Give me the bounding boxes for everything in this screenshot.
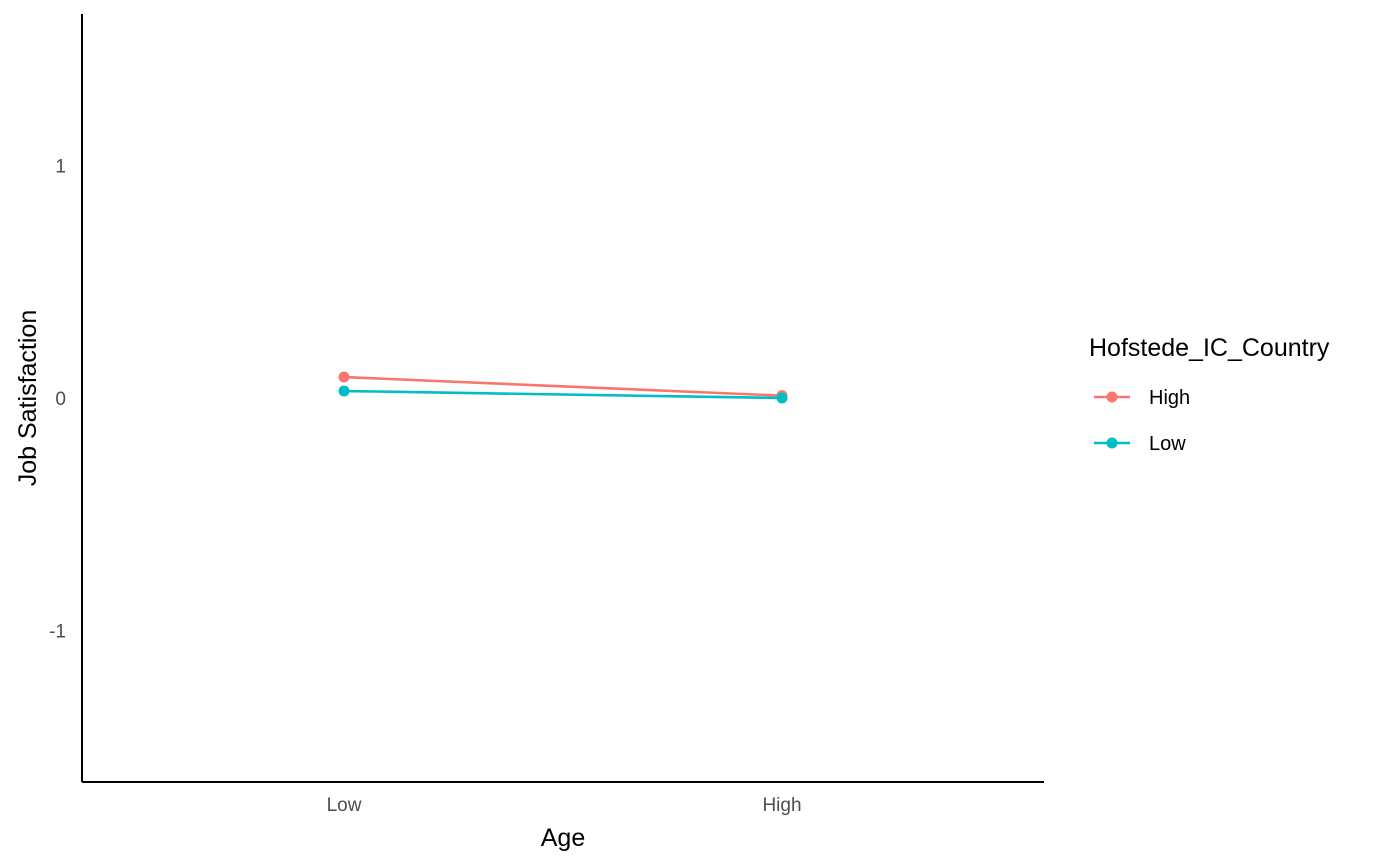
series-low — [338, 385, 788, 404]
legend-item: High — [1094, 387, 1190, 409]
legend-label: High — [1149, 387, 1190, 409]
series-line — [343, 389, 783, 400]
x-axis-title: Age — [541, 824, 585, 852]
data-point — [338, 371, 350, 383]
y-tick-label: -1 — [49, 622, 66, 643]
legend-items: High Low — [1094, 387, 1190, 455]
legend-item: Low — [1094, 433, 1186, 455]
series-layer — [338, 371, 788, 404]
legend-key-point — [1106, 391, 1118, 403]
x-tick-label: High — [762, 795, 801, 816]
series-line — [343, 375, 783, 397]
y-tick-label: 1 — [55, 156, 66, 177]
plot-area: -1 0 1 Low High — [49, 14, 1044, 816]
data-point — [338, 385, 350, 397]
legend: Hofstede_IC_Country High Low — [1089, 334, 1330, 455]
legend-label: Low — [1149, 433, 1186, 455]
x-tick-label: Low — [327, 795, 362, 816]
data-point — [776, 392, 788, 404]
legend-key-point — [1106, 437, 1118, 449]
y-axis-title: Job Satisfaction — [14, 310, 42, 487]
x-axis-ticks: Low High — [327, 795, 802, 816]
y-tick-label: 0 — [55, 389, 66, 410]
y-axis-ticks: -1 0 1 — [49, 156, 66, 642]
legend-title: Hofstede_IC_Country — [1089, 334, 1330, 362]
